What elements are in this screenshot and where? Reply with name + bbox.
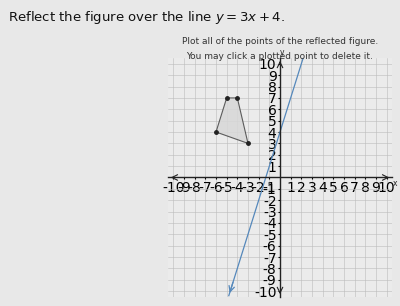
Text: y: y [280,48,284,57]
Text: You may click a plotted point to delete it.: You may click a plotted point to delete … [186,52,374,61]
Text: Plot all of the points of the reflected figure.: Plot all of the points of the reflected … [182,37,378,46]
Text: x: x [393,179,398,188]
Text: Reflect the figure over the line $y = 3x + 4$.: Reflect the figure over the line $y = 3x… [8,9,285,26]
Polygon shape [216,98,248,144]
